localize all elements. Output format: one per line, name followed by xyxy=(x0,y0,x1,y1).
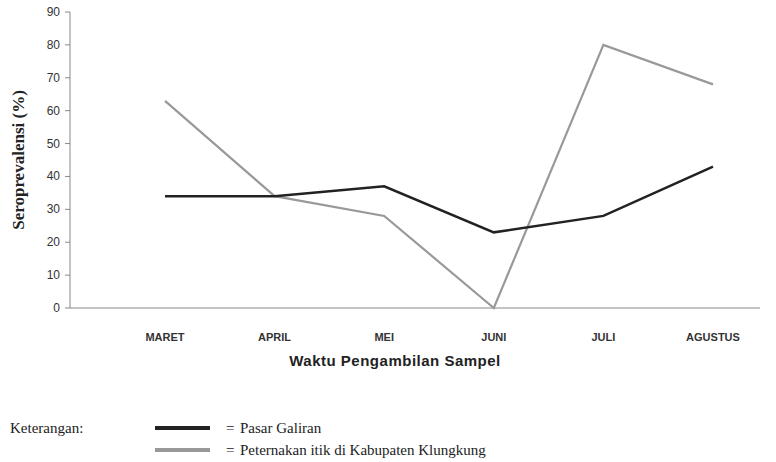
y-tick xyxy=(65,44,70,45)
y-tick-label: 60 xyxy=(47,104,61,118)
series-line xyxy=(165,45,713,308)
legend-swatch xyxy=(155,426,210,430)
x-axis-label: Waktu Pengambilan Sampel xyxy=(289,352,501,369)
y-tick-label: 0 xyxy=(53,301,60,315)
y-axis xyxy=(70,12,71,308)
y-tick-label: 70 xyxy=(47,71,61,85)
legend-title: Keterangan: xyxy=(10,420,83,436)
series-line xyxy=(165,167,713,233)
y-tick xyxy=(65,242,70,243)
x-tick-label: APRIL xyxy=(258,331,291,343)
legend-swatch xyxy=(155,448,210,452)
y-tick-label: 80 xyxy=(47,38,61,52)
y-tick-label: 50 xyxy=(47,137,61,151)
chart: 0 10 20 30 40 50 60 70 80 90 MARET APRIL MEI JUNI JULI… xyxy=(0,0,776,462)
y-tick-label: 10 xyxy=(47,268,61,282)
legend-separator: = xyxy=(226,442,234,458)
y-tick xyxy=(65,110,70,111)
legend-label: Pasar Galiran xyxy=(240,420,322,436)
x-tick-label: JUNI xyxy=(481,331,506,343)
y-tick xyxy=(65,143,70,144)
y-tick xyxy=(65,176,70,177)
y-tick xyxy=(65,209,70,210)
x-tick-label: JULI xyxy=(591,331,615,343)
y-tick-label: 40 xyxy=(47,169,61,183)
x-tick-label: AGUSTUS xyxy=(686,331,740,343)
y-tick xyxy=(65,308,70,309)
y-axis-label: Seroprevalensi (%) xyxy=(9,90,28,230)
y-tick-label: 30 xyxy=(47,202,61,216)
y-tick-label: 20 xyxy=(47,235,61,249)
legend-label: Peternakan itik di Kabupaten Klungkung xyxy=(240,442,486,458)
y-tick xyxy=(65,77,70,78)
plot-area xyxy=(165,45,713,308)
y-tick xyxy=(65,275,70,276)
y-tick xyxy=(65,12,70,13)
x-axis xyxy=(70,308,760,309)
x-tick-label: MARET xyxy=(145,331,184,343)
x-tick-label: MEI xyxy=(374,331,394,343)
y-tick-label: 90 xyxy=(47,5,61,19)
legend-separator: = xyxy=(226,420,234,436)
